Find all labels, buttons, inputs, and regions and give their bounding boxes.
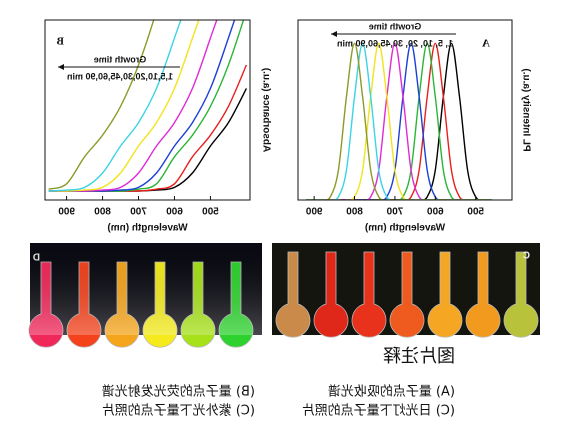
photo-glow <box>30 243 262 335</box>
x-tick-label: 500 <box>202 207 219 218</box>
y-axis-title: PL Intensity (a.u.) <box>520 68 531 151</box>
caption-item: (B) 量子点的荧光发射光谱 <box>102 384 255 400</box>
x-tick-label: 600 <box>166 207 183 218</box>
annotation-title: Growth time <box>369 21 422 31</box>
x-axis-title: Wavelength (nm) <box>107 223 187 234</box>
series-line <box>306 42 492 200</box>
x-tick-label: 500 <box>467 207 484 218</box>
series-line <box>48 88 248 192</box>
x-tick-label: 600 <box>427 207 444 218</box>
annotation-title: Growth time <box>94 54 147 64</box>
x-tick-label: 700 <box>130 207 147 218</box>
series-line <box>306 42 492 200</box>
plot-area <box>48 20 248 192</box>
annotation-arrowhead <box>58 64 64 70</box>
x-tick-label: 800 <box>94 207 111 218</box>
series-line <box>48 20 247 192</box>
x-tick-label: 700 <box>386 207 403 218</box>
plot-area <box>306 42 492 200</box>
caption-item: (C) 紫外光下量子点的照片 <box>102 403 255 419</box>
x-axis-title: Wavelength (nm) <box>365 223 445 234</box>
panel-label: A <box>482 38 490 50</box>
photo-label: C <box>523 251 530 262</box>
series-line <box>48 20 248 192</box>
series-line <box>48 20 247 190</box>
y-axis-title: Absorbance (a.u.) <box>260 68 271 152</box>
series-line <box>306 42 492 200</box>
plot-frame <box>44 19 251 201</box>
annotation-text: 1,5,10,20,30,45,60,90 min <box>67 71 173 81</box>
series-line <box>306 42 492 200</box>
caption-title: 图片注释 <box>383 346 455 367</box>
series-line <box>48 64 248 192</box>
x-tick-label: 900 <box>305 207 322 218</box>
x-tick-label: 900 <box>58 207 75 218</box>
series-line <box>306 42 492 200</box>
x-tick-label: 800 <box>346 207 363 218</box>
plot-frame <box>297 19 513 201</box>
annotation-text: 1, 5, 10, 20, 30,45,60,90 min <box>337 38 453 48</box>
photo-label: D <box>33 253 40 264</box>
panel-label: B <box>56 36 64 48</box>
caption-item: (A) 量子点的吸收光谱 <box>328 384 455 400</box>
series-line <box>306 42 492 200</box>
annotation-arrowhead <box>331 31 337 37</box>
series-line <box>306 42 492 200</box>
caption-item: (C) 日光灯下量子点的照片 <box>302 403 455 419</box>
series-line <box>48 20 248 192</box>
series-line <box>48 20 248 192</box>
